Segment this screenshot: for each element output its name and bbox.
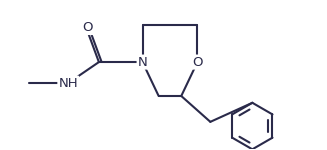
Text: O: O [192,56,203,69]
Text: NH: NH [59,77,78,90]
Text: N: N [138,56,147,69]
Text: O: O [82,21,93,34]
